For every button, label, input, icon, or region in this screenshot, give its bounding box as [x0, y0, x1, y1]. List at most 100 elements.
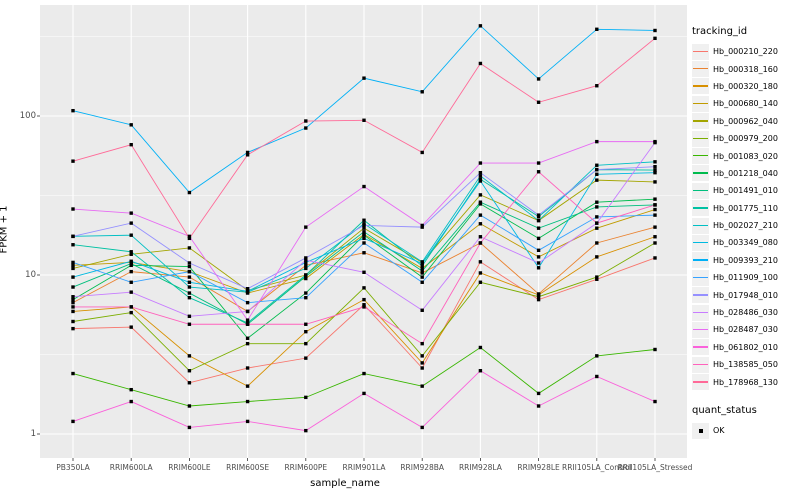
- data-point: [478, 24, 483, 28]
- data-point: [245, 384, 250, 388]
- data-point: [653, 139, 657, 144]
- data-point: [362, 184, 366, 189]
- legend-key-line-icon: [693, 137, 708, 140]
- data-point: [71, 243, 75, 247]
- data-point: [653, 347, 657, 352]
- legend-key-box: [692, 217, 709, 234]
- data-point: [187, 280, 192, 284]
- data-point: [362, 233, 366, 237]
- legend-label: Hb_001491_010: [713, 186, 778, 196]
- data-point: [71, 326, 75, 331]
- legend-key-line-icon: [693, 311, 708, 313]
- data-point: [304, 263, 308, 268]
- data-point: [187, 234, 192, 239]
- data-point: [129, 233, 133, 237]
- data-point: [304, 291, 308, 295]
- data-point: [245, 322, 250, 326]
- data-point: [536, 255, 541, 259]
- data-point: [595, 167, 599, 172]
- data-point: [478, 280, 483, 284]
- legend-item-Hb_061802_010: Hb_061802_010: [692, 339, 798, 356]
- data-point: [304, 322, 308, 326]
- data-point: [71, 266, 75, 271]
- legend-key-box: [692, 113, 709, 130]
- data-point: [420, 384, 424, 388]
- data-point: [187, 404, 192, 408]
- data-point: [595, 27, 599, 31]
- data-point: [129, 252, 133, 256]
- data-point: [653, 225, 657, 229]
- data-point: [595, 178, 599, 182]
- legend-item-Hb_000680_140: Hb_000680_140: [692, 95, 798, 112]
- data-point: [362, 305, 366, 309]
- data-point: [245, 287, 250, 291]
- legend-item-Hb_028487_030: Hb_028487_030: [692, 321, 798, 338]
- legend-item-Hb_002027_210: Hb_002027_210: [692, 217, 798, 234]
- data-point: [71, 300, 75, 305]
- data-point: [653, 256, 657, 260]
- legend-item-Hb_001775_110: Hb_001775_110: [692, 200, 798, 217]
- data-point: [420, 225, 424, 229]
- data-point: [362, 251, 366, 255]
- legend-key-box: [692, 269, 709, 286]
- data-point: [653, 197, 657, 201]
- data-point: [304, 225, 308, 229]
- data-point: [187, 236, 192, 241]
- data-point: [536, 218, 541, 223]
- data-point: [653, 241, 657, 245]
- legend-item-Hb_001218_040: Hb_001218_040: [692, 165, 798, 182]
- data-point: [187, 246, 192, 250]
- data-point: [304, 395, 308, 400]
- data-point: [187, 425, 192, 430]
- data-point: [478, 174, 483, 178]
- data-point: [362, 391, 366, 396]
- data-point: [304, 329, 308, 334]
- data-point: [536, 261, 541, 265]
- data-point: [71, 371, 75, 376]
- legend-title-quant-status: quant_status: [692, 404, 757, 416]
- x-tick-label-RRIM600LE: RRIM600LE: [168, 463, 211, 472]
- data-point: [420, 425, 424, 430]
- data-point: [129, 290, 133, 294]
- data-point: [420, 308, 424, 312]
- data-point: [129, 123, 133, 127]
- legend-key-line-icon: [693, 68, 708, 70]
- legend-key-line-icon: [693, 259, 708, 261]
- legend-key-line-icon: [693, 50, 708, 53]
- data-point: [536, 161, 541, 165]
- data-point: [187, 269, 192, 274]
- legend-key-line-icon: [693, 328, 708, 331]
- data-point: [187, 369, 192, 373]
- legend-item-Hb_000318_160: Hb_000318_160: [692, 60, 798, 78]
- data-point: [653, 28, 657, 33]
- data-point: [653, 203, 657, 207]
- data-point: [478, 260, 483, 264]
- data-point: [536, 297, 541, 302]
- legend-item-Hb_001491_010: Hb_001491_010: [692, 182, 798, 199]
- data-point: [71, 234, 75, 239]
- legend-label: OK: [713, 426, 725, 435]
- data-point: [245, 399, 250, 404]
- legend-label: Hb_000210_220: [713, 47, 778, 57]
- data-point: [245, 341, 250, 346]
- data-point: [362, 218, 366, 222]
- data-point: [304, 126, 308, 130]
- data-point: [478, 213, 483, 217]
- x-tick-label-RRII105LA_Control: RRII105LA_Control: [562, 463, 632, 472]
- data-point: [187, 295, 192, 300]
- data-point: [245, 153, 250, 157]
- legend-key-line-icon: [693, 120, 708, 122]
- data-point: [187, 322, 192, 326]
- data-point: [304, 341, 308, 346]
- data-point: [362, 236, 366, 241]
- legend-items: Hb_000210_220 Hb_000318_160 Hb_000320_180 H…: [692, 43, 798, 391]
- legend-key-line-icon: [693, 381, 708, 383]
- data-point: [187, 264, 192, 269]
- data-point: [304, 266, 308, 271]
- data-point: [187, 190, 192, 195]
- data-point: [420, 275, 424, 279]
- data-point: [595, 205, 599, 209]
- data-point: [595, 354, 599, 358]
- data-point: [536, 295, 541, 299]
